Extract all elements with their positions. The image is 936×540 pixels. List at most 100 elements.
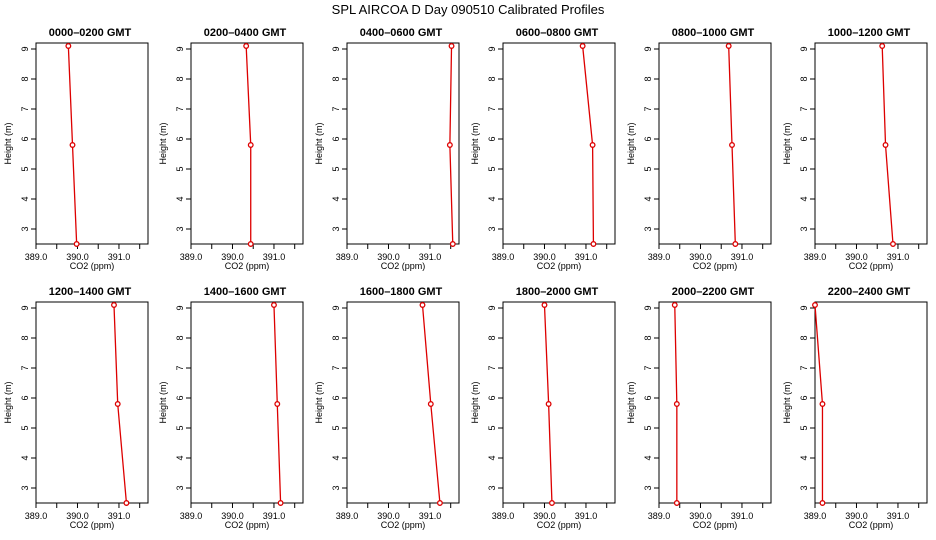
y-tick-label: 3 [331,485,341,490]
y-tick-label: 8 [487,76,497,81]
y-tick-label: 7 [175,365,185,370]
y-tick-label: 9 [487,305,497,310]
data-point [449,241,456,247]
y-axis-label: Height (m) [626,381,636,423]
data-point [274,401,281,407]
panel: 0800–1000 GMT 389.0 390.0 391.0 3 4 5 6 7 8 9 CO2 (… [626,27,772,271]
x-tick-label: 390.0 [689,252,712,262]
y-axis-label: Height (m) [626,122,636,164]
data-point [882,142,889,148]
plot-frame [190,301,304,504]
x-axis-label: CO2 (ppm) [70,520,115,530]
y-tick-label: 6 [175,136,185,141]
y-tick-label: 7 [175,106,185,111]
data-point [671,302,678,308]
x-tick-label: 389.0 [180,252,203,262]
y-tick-label: 9 [799,46,809,51]
y-axis-label: Height (m) [314,122,324,164]
x-tick-label: 391.0 [108,511,131,521]
y-tick-label: 4 [487,455,497,460]
plot-frame [346,301,460,504]
x-tick-label: 391.0 [263,252,286,262]
panel-title: 1400–1600 GMT [204,286,287,298]
y-axis-label: Height (m) [470,122,480,164]
data-point [729,142,735,148]
y-tick-label: 5 [175,166,185,171]
y-tick-label: 8 [643,335,653,340]
y-tick-label: 3 [331,226,341,231]
y-axis-label: Height (m) [3,381,13,423]
panel-title: 0400–0600 GMT [360,27,443,39]
data-point [111,302,117,308]
y-tick-label: 7 [643,365,653,370]
y-tick-label: 7 [20,106,30,111]
y-tick-label: 5 [643,425,653,430]
panel: 2000–2200 GMT 389.0 390.0 391.0 3 4 5 6 7 8 9 CO2 (… [626,286,772,530]
data-point [879,43,886,49]
panel: 0200–0400 GMT 389.0 390.0 391.0 3 4 5 6 7 8 9 CO2 (… [158,27,304,271]
y-tick-label: 8 [643,76,653,81]
x-axis-label: CO2 (ppm) [225,261,270,271]
y-tick-label: 8 [331,76,341,81]
y-tick-label: 5 [331,425,341,430]
panel: 1800–2000 GMT 389.0 390.0 391.0 3 4 5 6 7 8 9 CO2 (… [470,286,616,530]
panel: 1600–1800 GMT 389.0 390.0 391.0 3 4 5 6 7 8 9 CO2 (… [314,286,460,530]
panel-title: 0200–0400 GMT [204,27,287,39]
x-tick-label: 389.0 [648,511,671,521]
x-tick-label: 390.0 [221,252,244,262]
y-tick-label: 5 [487,166,497,171]
y-tick-label: 5 [331,166,341,171]
panel-title: 2200–2400 GMT [828,286,911,298]
data-point [114,401,121,407]
x-tick-label: 391.0 [108,252,131,262]
data-point [725,43,732,49]
figure-title: SPL AIRCOA D Day 090510 Calibrated Profi… [332,2,605,17]
y-tick-label: 4 [643,455,653,460]
y-tick-label: 5 [643,166,653,171]
panel: 2200–2400 GMT 389.0 390.0 391.0 3 4 5 6 7 8 9 CO2 (… [782,286,928,530]
data-point [541,302,548,308]
data-point [65,43,72,49]
x-tick-label: 389.0 [648,252,671,262]
y-tick-label: 8 [175,76,185,81]
y-tick-label: 4 [487,196,497,201]
data-point [69,142,76,148]
y-axis-label: Height (m) [782,122,792,164]
panel: 0000–0200 GMT 389.0 390.0 391.0 3 4 5 6 7 8 9 CO2 (… [3,27,149,271]
y-tick-label: 8 [487,335,497,340]
data-point [819,500,826,506]
x-tick-label: 391.0 [419,252,442,262]
y-tick-label: 9 [175,305,185,310]
x-axis-label: CO2 (ppm) [537,520,582,530]
x-tick-label: 391.0 [419,511,442,521]
y-tick-label: 6 [799,395,809,400]
plot-frame [502,42,616,245]
panel-title: 1600–1800 GMT [360,286,443,298]
data-point [419,302,426,308]
y-tick-label: 9 [643,305,653,310]
data-point [123,500,130,506]
plot-frame [658,301,772,504]
y-tick-label: 4 [799,196,809,201]
panel-title: 0000–0200 GMT [49,27,132,39]
x-tick-label: 391.0 [887,252,910,262]
y-tick-label: 6 [331,395,341,400]
data-point [548,500,555,506]
x-tick-label: 390.0 [689,511,712,521]
data-point [73,241,80,247]
panel-title: 0800–1000 GMT [672,27,755,39]
y-tick-label: 5 [20,166,30,171]
y-tick-label: 9 [20,305,30,310]
y-tick-label: 7 [487,106,497,111]
data-point [890,241,896,247]
y-tick-label: 9 [487,46,497,51]
y-tick-label: 5 [799,166,809,171]
y-axis-label: Height (m) [158,381,168,423]
y-tick-label: 3 [20,226,30,231]
y-tick-label: 8 [20,335,30,340]
x-axis-label: CO2 (ppm) [381,261,426,271]
y-tick-label: 4 [331,455,341,460]
x-axis-label: CO2 (ppm) [849,261,894,271]
y-tick-label: 8 [175,335,185,340]
